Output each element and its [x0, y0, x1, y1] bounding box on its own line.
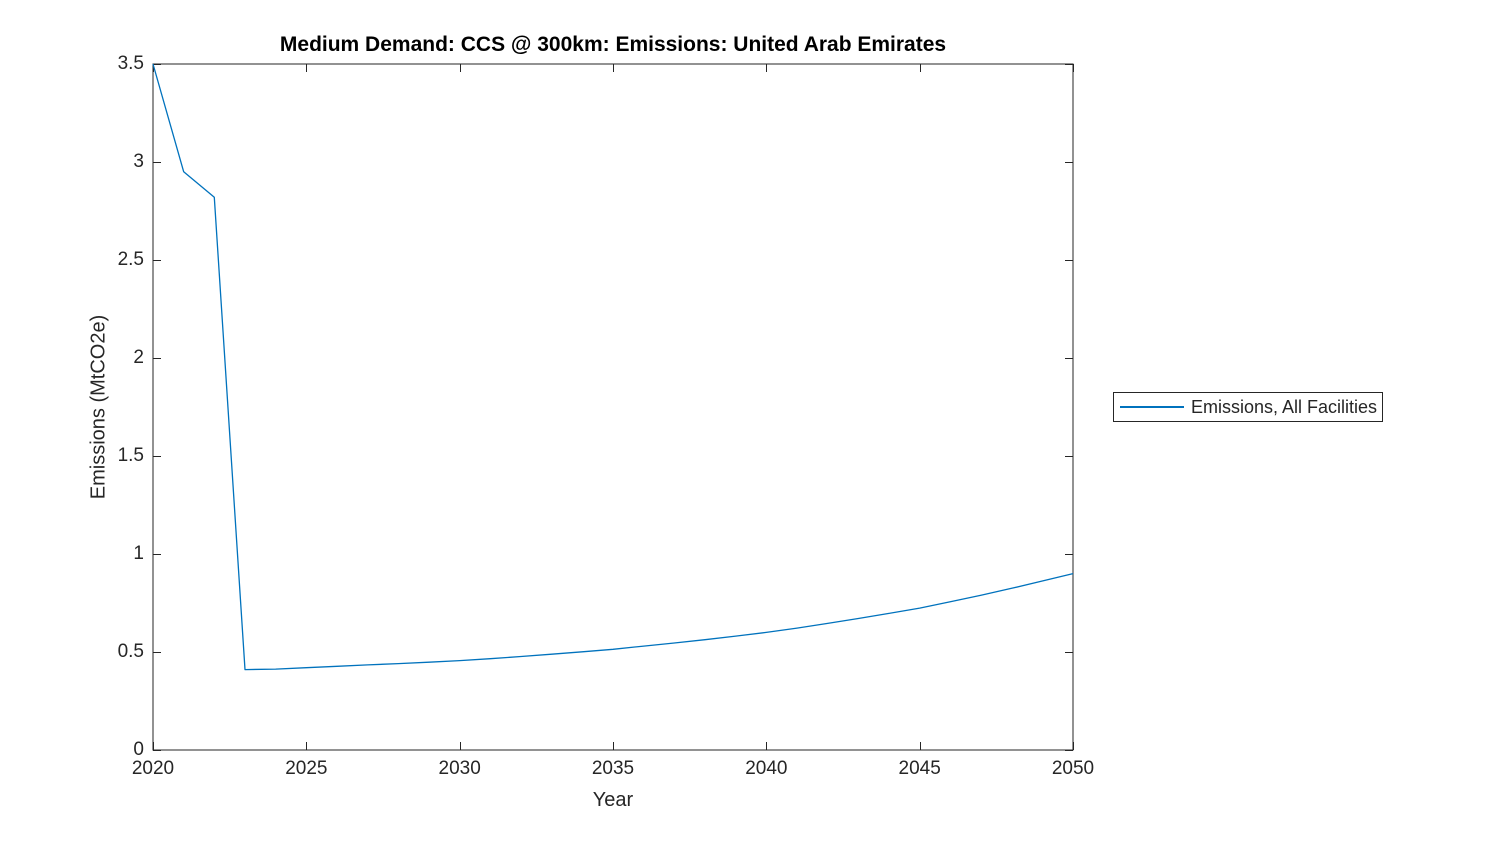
y-tick-label: 3.5 — [117, 53, 144, 74]
x-tick-label: 2045 — [898, 758, 941, 779]
series-line-emissions-all-facilities — [152, 63, 1074, 671]
x-tick-label: 2030 — [438, 758, 481, 779]
legend: Emissions, All Facilities — [1113, 392, 1383, 422]
x-tick-label: 2025 — [285, 758, 328, 779]
y-tick-label: 1 — [133, 543, 144, 564]
x-tick-label: 2050 — [1051, 758, 1095, 779]
y-tick-label: 0.5 — [117, 641, 144, 662]
x-tick-label: 2020 — [131, 758, 175, 779]
y-tick-label: 3 — [133, 151, 144, 172]
axes-box — [152, 63, 1074, 751]
legend-line-sample-icon — [1120, 406, 1184, 408]
chart-title: Medium Demand: CCS @ 300km: Emissions: U… — [279, 33, 947, 56]
legend-label: Emissions, All Facilities — [1191, 396, 1378, 417]
y-tick-label: 0 — [133, 739, 144, 760]
y-tick-label: 2 — [133, 347, 144, 368]
x-tick-label: 2040 — [745, 758, 788, 779]
y-tick-label: 2.5 — [117, 249, 144, 270]
y-tick-label: 1.5 — [117, 445, 144, 466]
x-axis-label: Year — [592, 789, 634, 811]
x-tick-label: 2035 — [591, 758, 635, 779]
